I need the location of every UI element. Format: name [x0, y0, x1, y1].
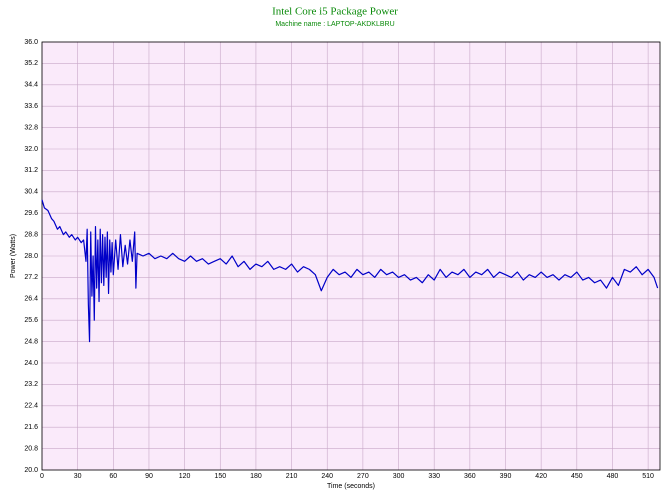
plot-border — [41, 41, 661, 471]
y-tick-label: 25.6 — [24, 317, 38, 324]
x-tick-label: 450 — [571, 473, 583, 480]
chart-title: Intel Core i5 Package Power — [272, 6, 398, 18]
y-tick-label: 36.0 — [24, 39, 38, 46]
y-tick-label: 34.4 — [24, 82, 38, 89]
x-tick-label: 510 — [642, 473, 654, 480]
x-tick-label: 270 — [357, 473, 369, 480]
y-tick-label: 20.0 — [24, 467, 38, 474]
x-tick-label: 60 — [109, 473, 117, 480]
y-tick-label: 24.8 — [24, 338, 38, 345]
y-tick-label: 32.0 — [24, 146, 38, 153]
y-tick-label: 21.6 — [24, 424, 38, 431]
x-tick-label: 30 — [74, 473, 82, 480]
x-tick-label: 210 — [286, 473, 298, 480]
chart-subtitle: Machine name : LAPTOP-AKDKLBRU — [275, 21, 394, 28]
y-tick-label: 22.4 — [24, 403, 38, 410]
x-tick-label: 300 — [393, 473, 405, 480]
y-tick-label: 29.6 — [24, 210, 38, 217]
x-tick-label: 480 — [607, 473, 619, 480]
y-tick-label: 26.4 — [24, 296, 38, 303]
y-tick-label: 28.8 — [24, 231, 38, 238]
data-line — [41, 199, 659, 343]
x-tick-label: 180 — [250, 473, 262, 480]
y-tick-label: 30.4 — [24, 189, 38, 196]
x-axis-label: Time (seconds) — [327, 483, 375, 490]
y-tick-label: 27.2 — [24, 274, 38, 281]
x-tick-label: 390 — [500, 473, 512, 480]
x-tick-label: 240 — [321, 473, 333, 480]
x-tick-label: 0 — [40, 473, 44, 480]
y-tick-label: 32.8 — [24, 124, 38, 131]
x-tick-label: 360 — [464, 473, 476, 480]
x-tick-label: 90 — [145, 473, 153, 480]
y-tick-label: 23.2 — [24, 381, 38, 388]
x-tick-label: 330 — [428, 473, 440, 480]
x-tick-label: 120 — [179, 473, 191, 480]
y-tick-label: 35.2 — [24, 60, 38, 67]
y-axis-label: Power (Watts) — [10, 234, 17, 278]
x-tick-label: 420 — [535, 473, 547, 480]
y-tick-label: 31.2 — [24, 167, 38, 174]
y-tick-label: 20.8 — [24, 445, 38, 452]
x-tick-label: 150 — [214, 473, 226, 480]
y-tick-label: 28.0 — [24, 253, 38, 260]
y-tick-label: 33.6 — [24, 103, 38, 110]
y-tick-label: 24.0 — [24, 360, 38, 367]
